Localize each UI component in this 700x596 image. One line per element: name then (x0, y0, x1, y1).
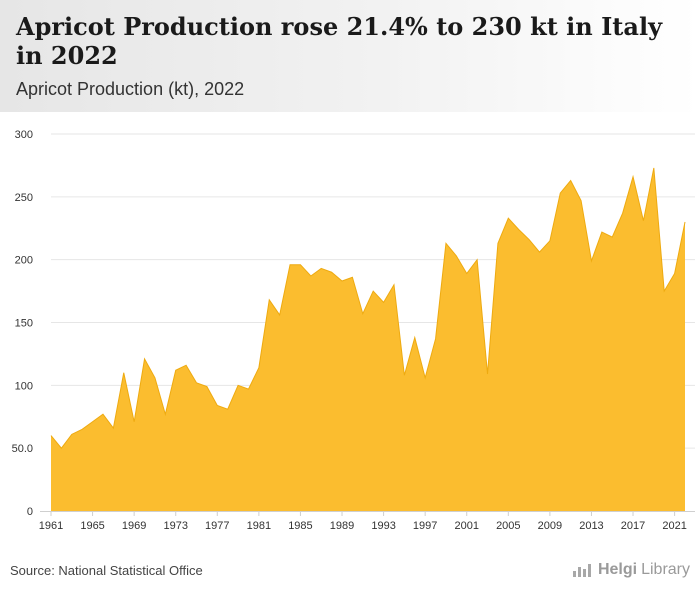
x-axis (40, 511, 695, 516)
y-tick-label: 150 (15, 318, 33, 330)
x-tick-label: 2017 (621, 520, 645, 532)
x-tick-label: 1965 (80, 520, 104, 532)
x-tick-label: 2013 (579, 520, 603, 532)
y-tick-label: 300 (15, 129, 33, 141)
x-tick-label: 1961 (39, 520, 63, 532)
x-tick-label: 2005 (496, 520, 520, 532)
y-tick-label: 0 (27, 506, 33, 518)
x-tick-label: 2009 (538, 520, 562, 532)
x-tick-label: 1989 (330, 520, 354, 532)
x-tick-label: 1993 (371, 520, 395, 532)
x-tick-label: 2001 (454, 520, 478, 532)
x-tick-label: 1977 (205, 520, 229, 532)
x-tick-label: 1981 (247, 520, 271, 532)
x-tick-label: 2021 (662, 520, 686, 532)
brand-name-part1: Helgi (597, 561, 638, 578)
y-tick-label: 100 (15, 380, 33, 392)
header: Apricot Production rose 21.4% to 230 kt … (0, 0, 700, 112)
y-axis: 0 50.0 100 150 200 250 300 (12, 129, 33, 518)
x-tick-label: 1969 (122, 520, 146, 532)
chart-subtitle: Apricot Production (kt), 2022 (16, 79, 245, 99)
brand-name-part2: Library (641, 561, 690, 578)
y-tick-label: 200 (15, 255, 33, 267)
production-line (50, 167, 686, 449)
y-tick-label: 250 (15, 192, 33, 204)
production-area (51, 167, 685, 511)
chart: 0 50.0 100 150 200 250 300 1961 1965 1969 1973 197… (12, 129, 695, 532)
x-tick-label: 1985 (288, 520, 312, 532)
y-tick-label: 50.0 (12, 443, 33, 455)
x-axis-labels: 1961 1965 1969 1973 1977 1981 1985 1989 1993 1997… (39, 520, 687, 532)
chart-icon (572, 564, 591, 577)
chart-title: Apricot Production rose 21.4% to 230 kt … (16, 12, 663, 70)
x-tick-label: 1973 (163, 520, 187, 532)
source-note: Source: National Statistical Office (10, 563, 203, 578)
x-tick-label: 1997 (413, 520, 437, 532)
brand-logo: Helgi Library (572, 561, 690, 579)
